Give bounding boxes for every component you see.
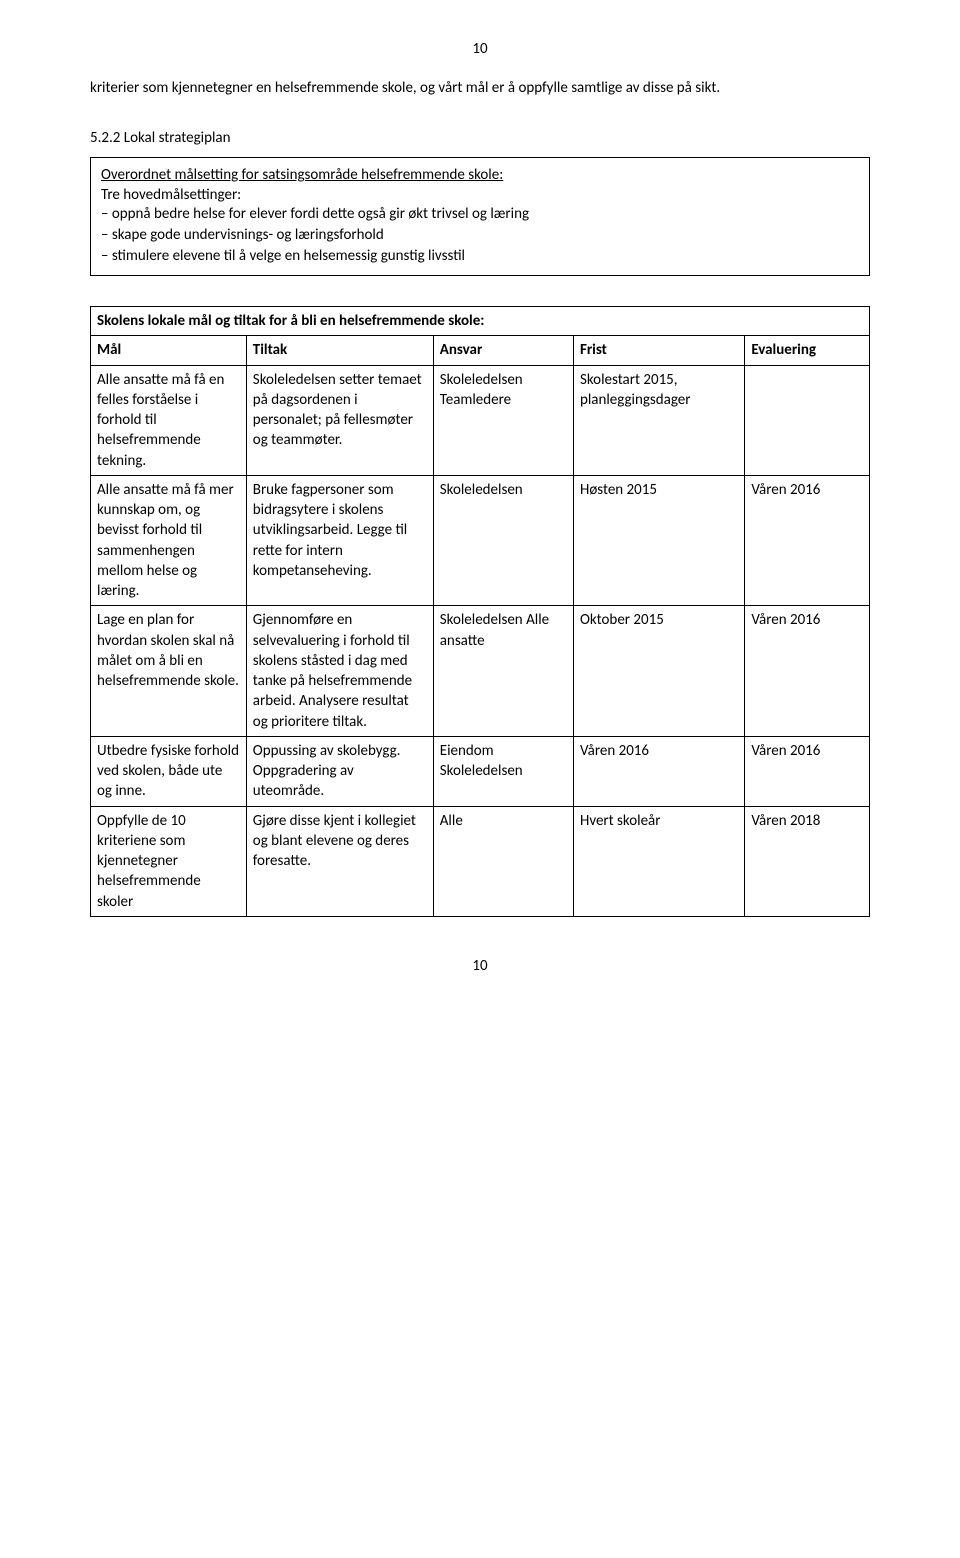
cell-ansvar: Skoleledelsen Alle ansatte (433, 606, 573, 737)
document-page: 10 kriterier som kjennetegner en helsefr… (0, 0, 960, 1015)
cell-evaluering: Våren 2016 (745, 606, 870, 737)
table-header: Ansvar (433, 336, 573, 365)
cell-evaluering (745, 365, 870, 475)
cell-ansvar: Skoleledelsen Teamledere (433, 365, 573, 475)
cell-evaluering: Våren 2018 (745, 806, 870, 916)
table-header: Frist (573, 336, 744, 365)
cell-mal: Oppfylle de 10 kriteriene som kjennetegn… (91, 806, 247, 916)
table-row: Oppfylle de 10 kriteriene som kjennetegn… (91, 806, 870, 916)
box-item: – stimulere elevene til å velge en helse… (101, 246, 859, 267)
page-number-bottom: 10 (90, 957, 870, 975)
cell-ansvar: Eiendom Skoleledelsen (433, 736, 573, 806)
cell-ansvar: Skoleledelsen (433, 475, 573, 606)
table-row: Alle ansatte må få mer kunnskap om, og b… (91, 475, 870, 606)
cell-tiltak: Bruke fagpersoner som bidragsytere i sko… (246, 475, 433, 606)
table-caption: Skolens lokale mål og tiltak for å bli e… (91, 307, 870, 336)
cell-mal: Alle ansatte må få mer kunnskap om, og b… (91, 475, 247, 606)
cell-evaluering: Våren 2016 (745, 736, 870, 806)
table-header: Tiltak (246, 336, 433, 365)
section-heading: 5.2.2 Lokal strategiplan (90, 129, 870, 147)
strategy-table: Skolens lokale mål og tiltak for å bli e… (90, 306, 870, 917)
cell-mal: Utbedre fysiske forhold ved skolen, både… (91, 736, 247, 806)
cell-mal: Lage en plan for hvordan skolen skal nå … (91, 606, 247, 737)
cell-ansvar: Alle (433, 806, 573, 916)
box-item: – skape gode undervisnings- og læringsfo… (101, 225, 859, 246)
table-header: Evaluering (745, 336, 870, 365)
cell-frist: Oktober 2015 (573, 606, 744, 737)
table-row: Lage en plan for hvordan skolen skal nå … (91, 606, 870, 737)
intro-paragraph: kriterier som kjennetegner en helsefremm… (90, 78, 870, 99)
cell-frist: Høsten 2015 (573, 475, 744, 606)
cell-evaluering: Våren 2016 (745, 475, 870, 606)
cell-tiltak: Skoleledelsen setter temaet på dagsorden… (246, 365, 433, 475)
table-row: Alle ansatte må få en felles forståelse … (91, 365, 870, 475)
table-header: Mål (91, 336, 247, 365)
box-item: – oppnå bedre helse for elever fordi det… (101, 204, 859, 225)
cell-frist: Skolestart 2015, planleggingsdager (573, 365, 744, 475)
goal-box: Overordnet målsetting for satsingsområde… (90, 157, 870, 276)
table-caption-row: Skolens lokale mål og tiltak for å bli e… (91, 307, 870, 336)
cell-mal: Alle ansatte må få en felles forståelse … (91, 365, 247, 475)
box-title: Overordnet målsetting for satsingsområde… (101, 166, 859, 184)
cell-tiltak: Oppussing av skolebygg. Oppgradering av … (246, 736, 433, 806)
table-row: Utbedre fysiske forhold ved skolen, både… (91, 736, 870, 806)
table-header-row: Mål Tiltak Ansvar Frist Evaluering (91, 336, 870, 365)
cell-tiltak: Gjennomføre en selvevaluering i forhold … (246, 606, 433, 737)
cell-frist: Våren 2016 (573, 736, 744, 806)
box-subtitle: Tre hovedmålsettinger: (101, 186, 859, 204)
page-number-top: 10 (90, 40, 870, 58)
cell-tiltak: Gjøre disse kjent i kollegiet og blant e… (246, 806, 433, 916)
cell-frist: Hvert skoleår (573, 806, 744, 916)
